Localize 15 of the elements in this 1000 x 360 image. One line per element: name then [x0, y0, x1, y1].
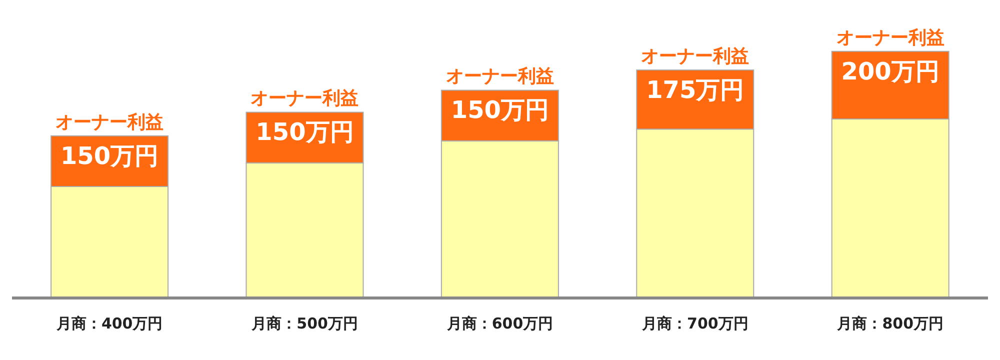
x-tick-label: 月商：600万円	[446, 314, 554, 333]
data-label: 175万円	[646, 76, 744, 104]
x-tick-label: 月商：500万円	[250, 314, 358, 333]
data-label: 150万円	[256, 118, 354, 146]
text: オーナー利益	[446, 66, 554, 88]
series-label: オーナー利益	[56, 112, 164, 133]
text: オーナー利益	[836, 27, 944, 48]
text: オーナー利益	[250, 88, 359, 110]
x-tick-label: 月商：400万円	[55, 314, 163, 333]
text: オーナー利益	[641, 46, 750, 67]
data-label: 150万円	[450, 96, 549, 124]
x-tick-label: 月商：800万円	[836, 314, 944, 333]
data-label: 150万円	[60, 142, 159, 170]
x-tick-label: 月商：700万円	[641, 314, 748, 333]
data-label: 200万円	[841, 57, 940, 86]
